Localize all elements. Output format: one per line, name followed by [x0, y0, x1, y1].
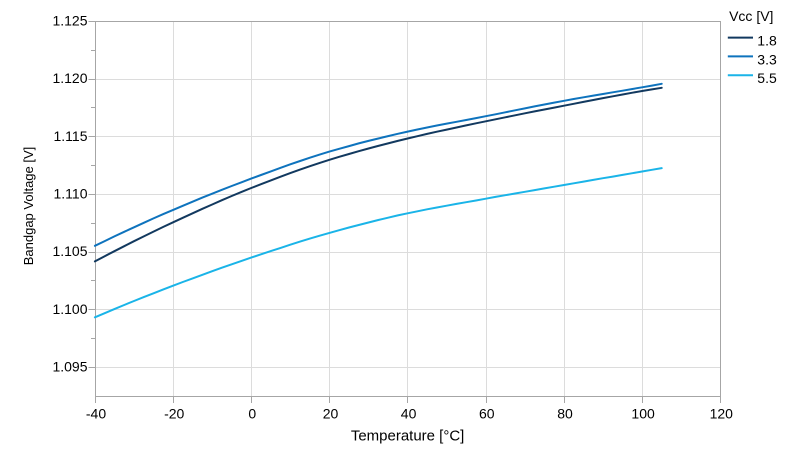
svg-text:1.120: 1.120 — [52, 70, 87, 86]
svg-text:5.5: 5.5 — [757, 70, 777, 86]
svg-text:Vcc [V]: Vcc [V] — [729, 8, 773, 24]
svg-text:120: 120 — [710, 406, 734, 422]
svg-text:20: 20 — [323, 406, 339, 422]
svg-text:Bandgap Voltage [V]: Bandgap Voltage [V] — [21, 147, 36, 266]
svg-text:1.095: 1.095 — [52, 359, 87, 375]
svg-text:60: 60 — [479, 406, 495, 422]
svg-text:3.3: 3.3 — [757, 51, 777, 67]
svg-text:1.115: 1.115 — [54, 128, 88, 144]
svg-text:1.105: 1.105 — [52, 243, 87, 259]
svg-text:1.110: 1.110 — [54, 186, 88, 202]
svg-text:80: 80 — [557, 406, 573, 422]
svg-text:0: 0 — [248, 406, 256, 422]
svg-text:Temperature [°C]: Temperature [°C] — [351, 428, 465, 445]
svg-text:-20: -20 — [164, 406, 184, 422]
svg-text:1.8: 1.8 — [757, 33, 777, 49]
svg-text:1.125: 1.125 — [52, 12, 87, 28]
svg-text:40: 40 — [401, 406, 417, 422]
svg-text:-40: -40 — [86, 406, 106, 422]
svg-text:100: 100 — [631, 406, 655, 422]
svg-text:1.100: 1.100 — [52, 301, 87, 317]
